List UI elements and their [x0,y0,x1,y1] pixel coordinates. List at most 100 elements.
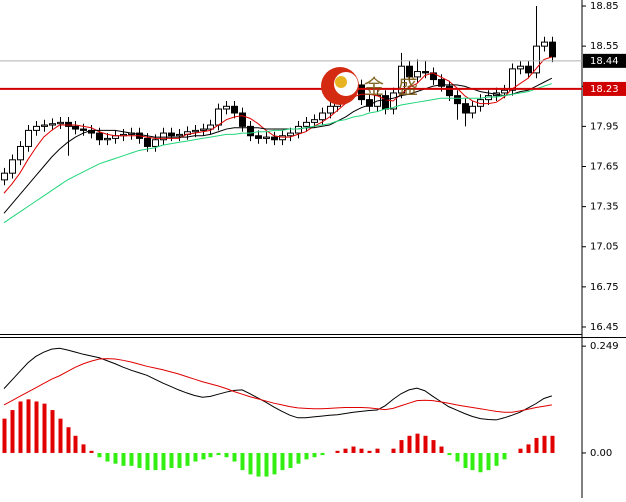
candle-body [104,137,111,141]
logo-dot [335,76,347,88]
histogram-bar [153,452,158,471]
candle-body [1,172,8,181]
histogram-bar [455,452,460,462]
y-tick-label: 17.65 [590,162,619,173]
candle-body [65,121,72,127]
histogram-bar [486,452,491,471]
candle-body [239,112,246,127]
histogram-bar [185,452,190,466]
candle-body [263,136,270,139]
candle-body [144,137,151,147]
histogram-bar [81,444,86,453]
histogram-bar [272,452,277,475]
candle-body [533,45,540,74]
histogram-bar [161,452,166,471]
histogram-bar [34,401,39,453]
histogram-bar [145,452,150,471]
candle-body [17,145,24,161]
histogram-bar [526,444,531,453]
histogram-bar [232,452,237,462]
histogram-bar [280,452,285,471]
moving-average-line [3,83,553,224]
histogram-bar [399,440,404,453]
candle-body [25,129,32,147]
histogram-bar [58,418,63,453]
candle-body [152,139,159,147]
candle-body [57,121,64,125]
price-label-box [583,81,626,96]
price-label: 18.44 [590,56,619,67]
moving-average-line [3,56,553,194]
histogram-bar [137,452,142,468]
histogram-bar [288,452,293,468]
candle-body [358,84,365,101]
candle-body [279,135,286,141]
histogram-bar [66,427,71,453]
candle-body [231,105,238,114]
candle-body [215,108,222,126]
histogram-bar [169,452,174,468]
y-tick-label: 17.95 [590,121,619,132]
histogram-bar [73,435,78,453]
histogram-bar [129,452,134,466]
candle-body [223,105,230,110]
price-label-box [583,53,626,68]
histogram-bar [518,448,523,453]
histogram-bar [264,452,269,477]
histogram-bar [208,452,213,458]
candle-body [469,105,476,114]
histogram-bar [89,450,94,453]
macd-line [3,358,552,413]
candle-body [541,41,548,47]
y-tick-label: 18.55 [590,41,619,52]
moving-average-line [3,77,553,214]
histogram-bar [423,435,428,453]
histogram-bar [224,452,229,458]
histogram-bar [304,452,309,460]
candle-body [303,121,310,127]
candle-body [462,103,469,114]
candle-body [96,132,103,141]
y-tick-label: 18.85 [590,1,619,12]
histogram-bar [18,401,23,453]
candle-body [501,89,508,94]
candle-body [33,125,40,131]
histogram-bar [343,448,348,453]
histogram-bar [26,399,31,453]
candle-body [438,79,445,87]
histogram-bar [439,446,444,453]
histogram-bar [50,410,55,453]
candle-body [295,125,302,134]
candle-body [207,124,214,130]
y-tick-label: 17.35 [590,202,619,213]
watermark-logo: 金盛 [321,67,432,105]
histogram-bar [470,452,475,471]
histogram-bar [534,437,539,453]
histogram-bar [42,403,47,453]
candle-body [287,132,294,137]
histogram-bar [216,452,221,456]
histogram-bar [375,448,380,453]
y-tick-label: 0.00 [590,448,612,459]
histogram-bar [391,448,396,453]
histogram-bar [248,452,253,475]
histogram-bar [296,452,301,464]
histogram-bar [359,448,364,453]
histogram-bar [367,450,372,453]
candle-body [9,159,16,174]
candle-body [549,41,556,58]
candle-body [398,65,405,94]
y-tick-label: 16.75 [590,282,619,293]
candle-body [406,65,413,78]
histogram-bar [121,452,126,466]
candle-body [422,71,429,74]
candle-body [49,123,56,126]
candle-body [80,128,87,131]
histogram-bar [105,452,110,462]
watermark-text: 金盛 [364,75,432,99]
histogram-bar [240,452,245,471]
histogram-bar [201,452,206,460]
histogram-bar [542,435,547,453]
histogram-bar [407,435,412,453]
